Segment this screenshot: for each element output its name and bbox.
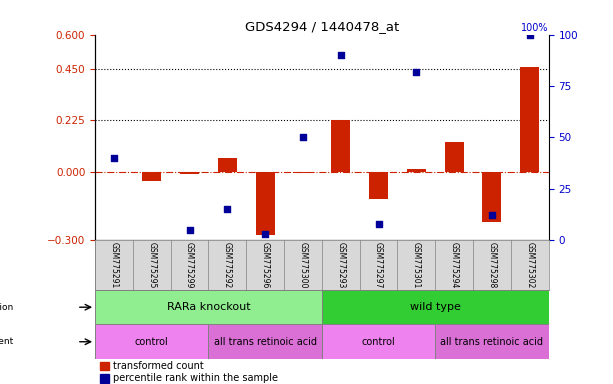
Text: control: control — [362, 337, 395, 347]
Bar — [208, 324, 322, 359]
Bar — [95, 290, 322, 324]
Point — [298, 134, 308, 141]
Bar — [444, 142, 463, 172]
Text: GSM775292: GSM775292 — [223, 243, 232, 289]
Bar — [322, 324, 435, 359]
Bar — [435, 324, 549, 359]
Bar — [520, 66, 539, 172]
Bar — [482, 172, 501, 222]
Bar — [99, 374, 109, 383]
Point — [487, 212, 497, 218]
Bar — [218, 158, 237, 172]
Bar — [95, 324, 208, 359]
Text: GSM775293: GSM775293 — [336, 243, 345, 289]
Text: percentile rank within the sample: percentile rank within the sample — [113, 373, 278, 383]
Text: GSM775297: GSM775297 — [374, 243, 383, 289]
Text: 100%: 100% — [521, 23, 549, 33]
Point — [525, 31, 535, 38]
Text: GSM775298: GSM775298 — [487, 243, 497, 289]
Point — [185, 227, 194, 233]
Bar — [99, 362, 109, 370]
Point — [260, 231, 270, 237]
Bar — [331, 120, 350, 172]
Text: agent: agent — [0, 337, 13, 346]
Text: all trans retinoic acid: all trans retinoic acid — [440, 337, 544, 347]
Point — [411, 68, 421, 74]
Text: GSM775301: GSM775301 — [412, 243, 421, 289]
Bar — [407, 169, 426, 172]
Text: RARa knockout: RARa knockout — [167, 302, 250, 312]
Bar — [142, 172, 161, 180]
Bar — [180, 172, 199, 174]
Point — [223, 206, 232, 212]
Text: GSM775300: GSM775300 — [299, 243, 308, 289]
Point — [373, 220, 384, 227]
Bar — [294, 172, 313, 173]
Text: wild type: wild type — [410, 302, 460, 312]
Text: GSM775296: GSM775296 — [261, 243, 270, 289]
Text: GSM775294: GSM775294 — [449, 243, 459, 289]
Title: GDS4294 / 1440478_at: GDS4294 / 1440478_at — [245, 20, 399, 33]
Text: control: control — [135, 337, 169, 347]
Point — [336, 52, 346, 58]
Bar — [256, 172, 275, 235]
Text: GSM775295: GSM775295 — [147, 243, 156, 289]
Text: GSM775299: GSM775299 — [185, 243, 194, 289]
Text: transformed count: transformed count — [113, 361, 204, 371]
Bar — [322, 290, 549, 324]
Text: GSM775291: GSM775291 — [109, 243, 118, 289]
Text: GSM775302: GSM775302 — [525, 243, 535, 289]
Bar — [369, 172, 388, 199]
Text: genotype/variation: genotype/variation — [0, 303, 13, 312]
Point — [109, 155, 119, 161]
Text: all trans retinoic acid: all trans retinoic acid — [213, 337, 317, 347]
